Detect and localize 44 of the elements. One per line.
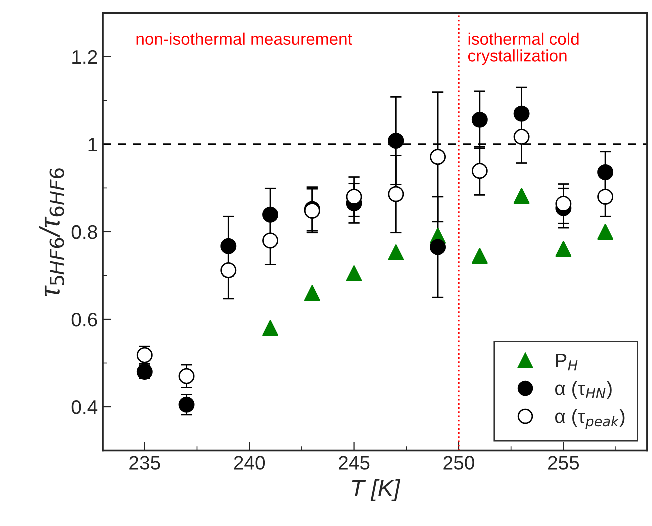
- point: [514, 188, 530, 204]
- point: [262, 206, 279, 223]
- point: [556, 241, 572, 258]
- y-tick-label: 1: [88, 138, 98, 152]
- point: [178, 368, 195, 384]
- x-tick-label: 250: [444, 456, 474, 470]
- point: [220, 262, 237, 278]
- y-tick-label: 0.8: [72, 225, 98, 240]
- point: [262, 232, 279, 249]
- point: [598, 188, 614, 205]
- point: [472, 163, 488, 180]
- point: [472, 112, 488, 128]
- point: [262, 320, 279, 336]
- legend-label: α (τ$_{peak}$): [556, 409, 625, 430]
- point: [136, 347, 153, 364]
- x-tick-label: 235: [130, 456, 160, 470]
- y-tick-label: 0.6: [72, 312, 98, 327]
- y-axis-title: τ$_{5HF6}$/τ$_{6HF6}$: [40, 168, 64, 296]
- point: [388, 186, 404, 202]
- y-tick-label: 0.4: [72, 400, 98, 414]
- annotation: isothermal cold crystallization: [468, 32, 579, 66]
- point: [220, 238, 237, 254]
- y-tick-label: 1.2: [72, 50, 98, 64]
- x-axis-title: T [K]: [352, 479, 401, 502]
- point: [304, 285, 320, 302]
- point: [556, 196, 572, 212]
- legend-label: α (τ$_{HN}$): [556, 381, 612, 400]
- point: [178, 396, 195, 413]
- point: [514, 106, 530, 122]
- point: [514, 129, 530, 145]
- point: [472, 248, 488, 264]
- point: [598, 224, 614, 240]
- x-tick-label: 245: [339, 456, 370, 470]
- x-tick-label: 255: [548, 456, 580, 470]
- point: [598, 164, 614, 180]
- x-tick-label: 240: [234, 456, 266, 470]
- point: [388, 244, 404, 261]
- point: [346, 266, 362, 282]
- annotation: non-isothermal measurement: [136, 32, 352, 46]
- point: [388, 132, 404, 149]
- legend-label: P$_{H}$: [556, 354, 578, 371]
- point: [430, 149, 446, 166]
- point: [346, 188, 362, 205]
- point: [430, 239, 446, 256]
